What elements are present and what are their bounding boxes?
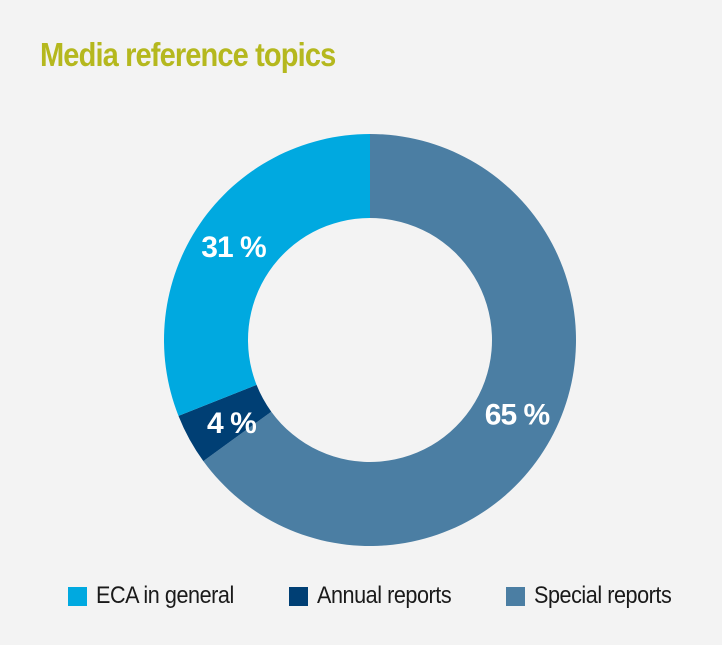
legend-label: Special reports bbox=[534, 582, 672, 609]
legend-label: ECA in general bbox=[96, 582, 234, 609]
donut-slice-labels: 65 % 4 % 31 % bbox=[201, 231, 550, 440]
chart-legend: ECA in general Annual reports Special re… bbox=[68, 582, 687, 610]
slice-label-annual-reports: 4 % bbox=[207, 407, 256, 440]
slice-label-eca-in-general: 31 % bbox=[201, 231, 266, 264]
slice-annual-reports bbox=[178, 384, 272, 462]
legend-swatch bbox=[289, 586, 309, 606]
legend-item-special-reports: Special reports bbox=[506, 582, 687, 610]
legend-label: Annual reports bbox=[317, 582, 452, 609]
slice-special-reports bbox=[203, 134, 576, 547]
chart-title: Media reference topics bbox=[40, 36, 336, 73]
slice-eca-in-general bbox=[163, 134, 370, 416]
slice-label-special-reports: 65 % bbox=[485, 398, 550, 431]
legend-swatch bbox=[506, 586, 526, 606]
legend-swatch bbox=[68, 586, 87, 606]
donut-slices bbox=[163, 134, 576, 547]
legend-item-eca-in-general: ECA in general bbox=[68, 582, 249, 610]
legend-item-annual-reports: Annual reports bbox=[289, 582, 466, 610]
